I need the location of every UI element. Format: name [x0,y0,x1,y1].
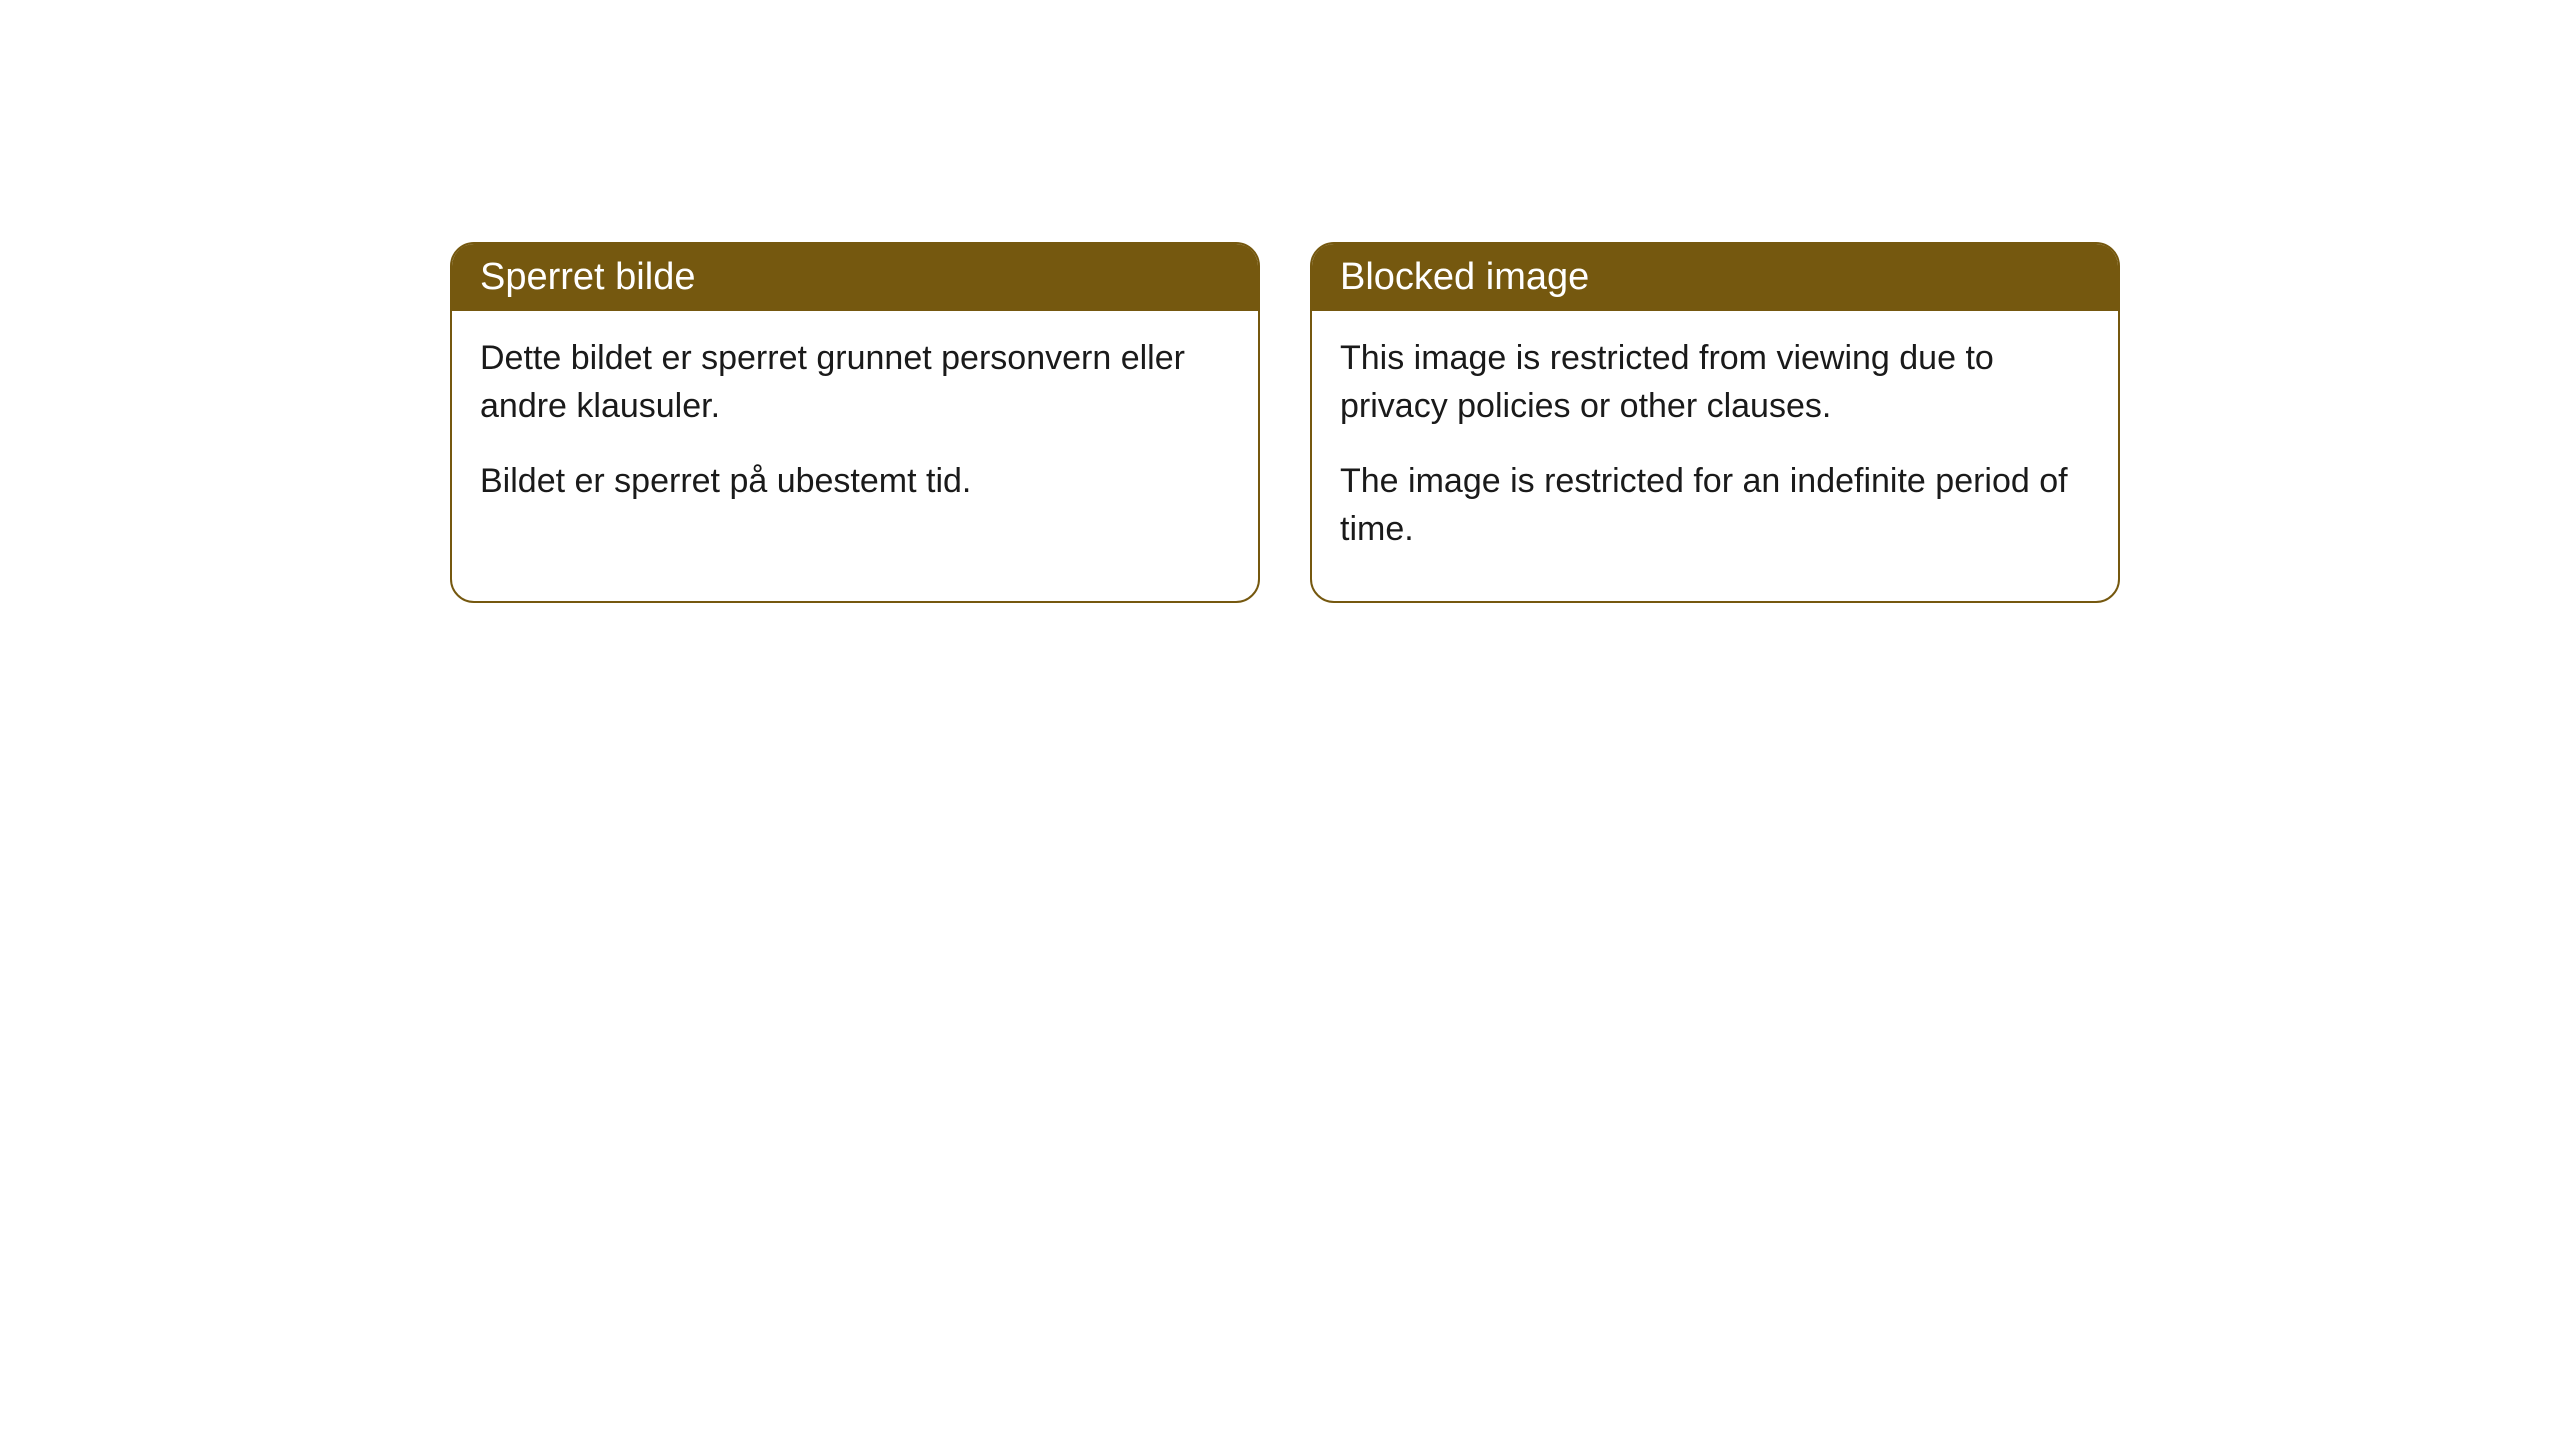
card-paragraph: Bildet er sperret på ubestemt tid. [480,458,1230,506]
blocked-image-card-english: Blocked image This image is restricted f… [1310,242,2120,603]
card-header: Sperret bilde [452,244,1258,311]
card-paragraph: Dette bildet er sperret grunnet personve… [480,335,1230,430]
card-header: Blocked image [1312,244,2118,311]
card-paragraph: The image is restricted for an indefinit… [1340,458,2090,553]
card-paragraph: This image is restricted from viewing du… [1340,335,2090,430]
card-body: Dette bildet er sperret grunnet personve… [452,311,1258,554]
blocked-image-card-norwegian: Sperret bilde Dette bildet er sperret gr… [450,242,1260,603]
cards-container: Sperret bilde Dette bildet er sperret gr… [0,0,2560,603]
card-body: This image is restricted from viewing du… [1312,311,2118,601]
